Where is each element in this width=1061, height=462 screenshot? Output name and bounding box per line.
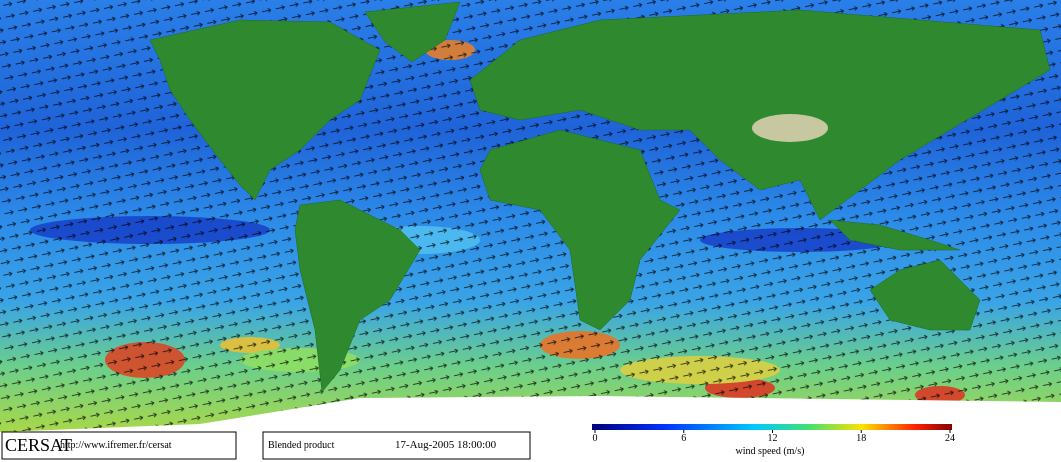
date: 17-Aug-2005 18:00:00 xyxy=(395,439,497,451)
plateau xyxy=(752,114,828,142)
info-box xyxy=(262,431,531,460)
colorbar-tick-label: 12 xyxy=(768,433,778,444)
logo-box xyxy=(1,431,237,460)
colorbar-tick-label: 6 xyxy=(681,433,686,444)
logo: CERSAT xyxy=(5,435,72,455)
colorbar-tick-label: 0 xyxy=(593,433,598,444)
colorbar-tick-label: 18 xyxy=(856,433,866,444)
colorbar-label: wind speed (m/s) xyxy=(736,446,805,457)
continents xyxy=(149,1,1051,393)
colorbar-tick-label: 24 xyxy=(945,433,955,444)
url: http://www.ifremer.fr/cersat xyxy=(60,440,172,451)
product: Blended product xyxy=(268,440,335,451)
colorbar xyxy=(592,424,952,430)
